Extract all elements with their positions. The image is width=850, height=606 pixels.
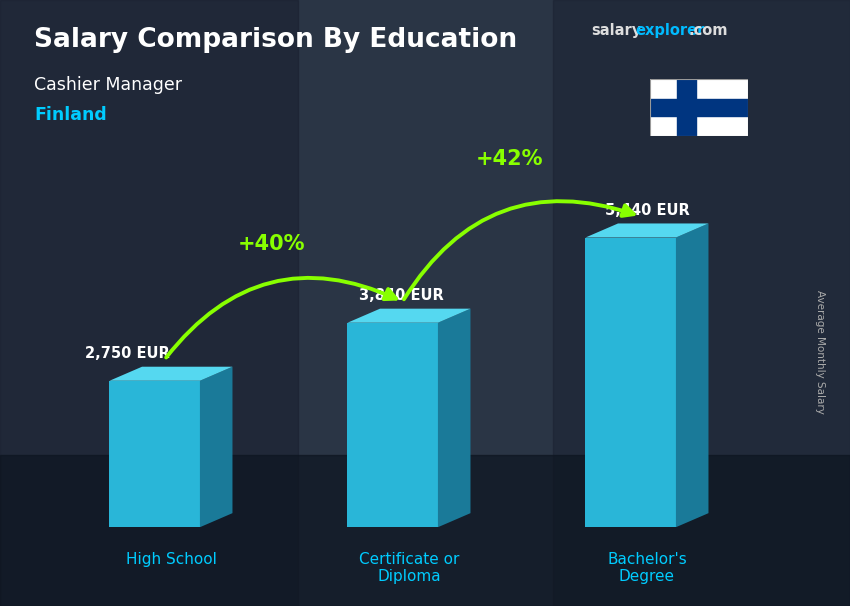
Bar xyxy=(650,99,748,116)
Bar xyxy=(0,0,298,606)
Polygon shape xyxy=(586,224,709,238)
Polygon shape xyxy=(348,308,471,323)
Text: Cashier Manager: Cashier Manager xyxy=(34,76,182,94)
Text: Finland: Finland xyxy=(34,106,107,124)
Polygon shape xyxy=(200,367,233,527)
Bar xyxy=(0,454,850,606)
Text: Salary Comparison By Education: Salary Comparison By Education xyxy=(34,27,517,53)
Text: +42%: +42% xyxy=(476,149,543,169)
Text: .com: .com xyxy=(688,23,728,38)
Text: High School: High School xyxy=(126,552,217,567)
Bar xyxy=(677,79,696,136)
Text: salary: salary xyxy=(591,23,641,38)
Text: +40%: +40% xyxy=(238,234,305,254)
Polygon shape xyxy=(676,224,709,527)
Bar xyxy=(552,0,850,606)
Text: 3,840 EUR: 3,840 EUR xyxy=(360,288,444,304)
Text: 2,750 EUR: 2,750 EUR xyxy=(85,347,170,361)
FancyBboxPatch shape xyxy=(348,323,438,527)
Text: explorer: explorer xyxy=(636,23,705,38)
Polygon shape xyxy=(110,367,233,381)
Text: Certificate or
Diploma: Certificate or Diploma xyxy=(359,552,459,584)
Polygon shape xyxy=(438,308,471,527)
FancyBboxPatch shape xyxy=(586,238,676,527)
Text: Bachelor's
Degree: Bachelor's Degree xyxy=(607,552,687,584)
Text: 5,440 EUR: 5,440 EUR xyxy=(604,203,689,218)
FancyBboxPatch shape xyxy=(110,381,200,527)
Text: Average Monthly Salary: Average Monthly Salary xyxy=(815,290,825,413)
